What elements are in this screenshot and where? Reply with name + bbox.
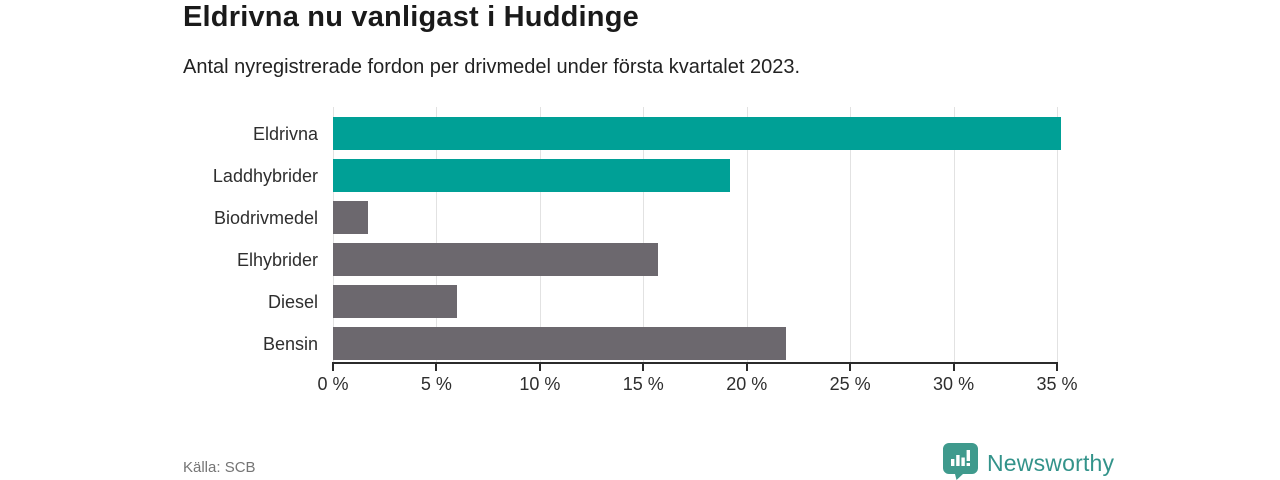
gridline bbox=[953, 107, 955, 362]
gridline bbox=[1057, 107, 1058, 362]
category-label: Eldrivna bbox=[252, 123, 318, 144]
newsworthy-wordmark: Newsworthy bbox=[987, 450, 1115, 476]
bar-biodrivmedel bbox=[333, 201, 369, 234]
gridline bbox=[850, 107, 852, 362]
x-axis-tick bbox=[1056, 364, 1058, 371]
x-axis-line bbox=[332, 362, 1058, 364]
category-label: Elhybrider bbox=[236, 249, 318, 270]
x-axis-tick bbox=[435, 364, 438, 371]
x-tick-label: 15 % bbox=[622, 374, 664, 394]
x-tick-label: 35 % bbox=[1036, 374, 1078, 394]
gridline bbox=[436, 107, 438, 362]
bar-elhybrider bbox=[333, 243, 658, 276]
x-axis-tick bbox=[332, 364, 334, 371]
category-label: Biodrivmedel bbox=[213, 207, 318, 228]
bar-eldrivna bbox=[333, 117, 1062, 150]
gridline bbox=[333, 107, 334, 362]
gridline bbox=[539, 107, 541, 362]
x-tick-label: 25 % bbox=[829, 374, 871, 394]
x-tick-label: 5 % bbox=[420, 374, 452, 394]
x-axis-tick bbox=[642, 364, 645, 371]
category-label: Laddhybrider bbox=[212, 165, 318, 186]
bar-laddhybrider bbox=[333, 159, 731, 192]
x-tick-label: 10 % bbox=[519, 374, 561, 394]
newsworthy-bubble-chart-icon bbox=[942, 442, 979, 480]
bar-bensin bbox=[333, 327, 787, 360]
x-axis-tick bbox=[952, 364, 955, 371]
page-title: Eldrivna nu vanligast i Huddinge bbox=[183, 1, 639, 33]
source-note: Källa: SCB bbox=[183, 459, 256, 476]
gridline bbox=[643, 107, 645, 362]
x-tick-label: 0 % bbox=[317, 374, 349, 394]
category-label: Bensin bbox=[262, 333, 318, 354]
bar-diesel bbox=[333, 285, 458, 318]
x-axis-tick bbox=[849, 364, 852, 371]
category-label: Diesel bbox=[267, 291, 318, 312]
x-tick-label: 20 % bbox=[726, 374, 768, 394]
plot-area bbox=[333, 107, 1062, 362]
page-subtitle: Antal nyregistrerade fordon per drivmede… bbox=[183, 56, 801, 78]
x-tick-label: 30 % bbox=[933, 374, 975, 394]
gridline bbox=[746, 107, 748, 362]
newsworthy-logo: Newsworthy bbox=[942, 442, 1114, 480]
x-axis-tick bbox=[538, 364, 541, 371]
x-axis-tick bbox=[745, 364, 748, 371]
